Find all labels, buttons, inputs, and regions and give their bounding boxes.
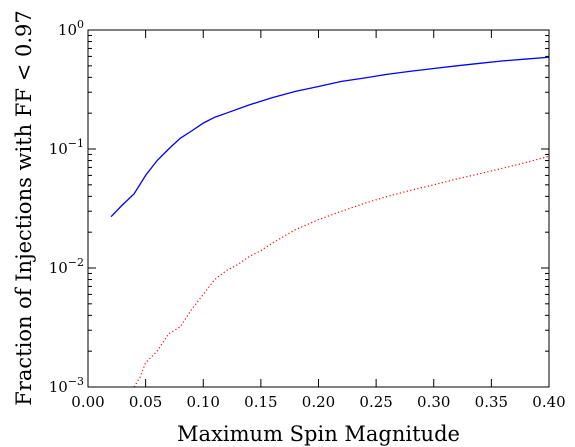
y-tick-label: 100 [58,18,84,39]
series-line-2 [133,155,550,388]
y-axis-title: Fraction of Injections with FF < 0.97 [12,10,36,405]
y-tick-label: 10−2 [49,256,84,277]
series-layer [110,56,550,388]
y-tick-label: 10−3 [49,375,84,396]
x-tick-label: 0.30 [417,393,450,411]
x-tick-label: 0.40 [532,393,565,411]
x-tick-label: 0.15 [244,393,277,411]
y-tick-label: 10−1 [49,137,84,158]
x-axis-title: Maximum Spin Magnitude [177,422,460,446]
x-tick-label: 0.25 [359,393,392,411]
x-tick-label: 0.10 [187,393,220,411]
x-tick-label: 0.35 [475,393,508,411]
x-tick-label: 0.00 [71,393,104,411]
tick-layer: 0.00 0.05 0.10 0.15 0.20 0.25 0.30 0.35 0.40 10−3… [49,18,566,411]
series-line-1 [110,56,550,218]
x-tick-label: 0.20 [302,393,335,411]
x-tick-label: 0.05 [129,393,162,411]
